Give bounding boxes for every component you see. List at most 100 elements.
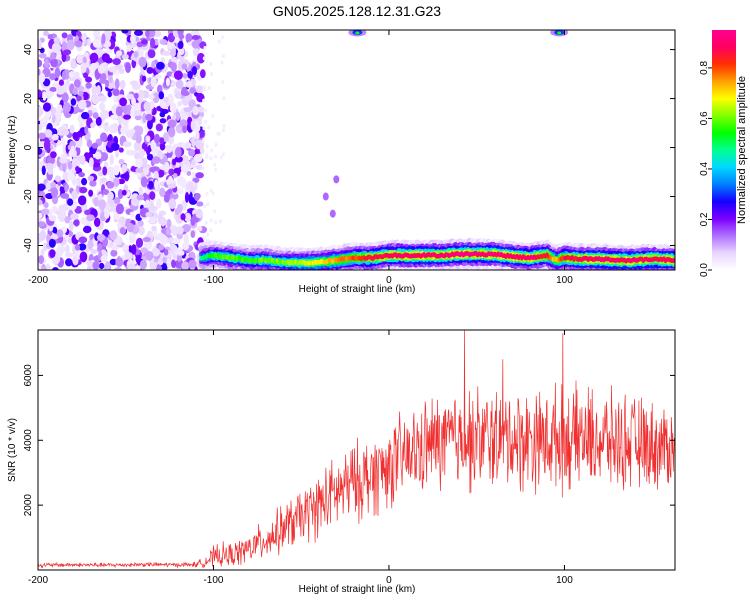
heatmap-noise-cell [203, 46, 207, 51]
snr-x-ticks: -200 -100 0 100 [28, 330, 573, 586]
heatmap-noise-cell [152, 146, 160, 154]
heatmap-noise-cell [135, 134, 142, 144]
colorbar: 0.00.20.40.60.8 Normalized spectral ampl… [699, 30, 748, 277]
heatmap-noise-cell [56, 86, 65, 95]
colorbar-tick-label: 0.6 [699, 111, 710, 125]
heatmap-noise-cell [131, 244, 137, 255]
heatmap-noise-cell [38, 53, 47, 59]
heatmap-noise-cell [73, 71, 80, 79]
heatmap-noise-cell [122, 141, 132, 148]
heatmap-noise-cell [48, 226, 54, 232]
heatmap-noise-cell [53, 37, 61, 44]
heatmap-noise-cell [115, 203, 124, 215]
heatmap-noise-cell [52, 267, 59, 270]
heatmap-ridge-cell [304, 269, 307, 270]
heatmap-noise-cell [117, 178, 126, 185]
heatmap-x-ticks: -200 -100 0 100 [28, 30, 573, 286]
heatmap-noise-cell [51, 114, 57, 123]
heatmap-noise-cell [184, 141, 192, 149]
heatmap-noise-cell [148, 216, 156, 224]
heatmap-noise-cell [191, 79, 196, 86]
colorbar-tick-label: 0.0 [699, 263, 710, 277]
heatmap-noise-cell [221, 80, 225, 85]
heatmap-noise-cell [122, 53, 129, 60]
heatmap-noise-cell [65, 258, 73, 267]
heatmap-ridge-cell [301, 270, 307, 278]
heatmap-noise-cell [168, 135, 174, 145]
heatmap-noise-cell [198, 106, 205, 113]
heatmap-noise-cell [159, 217, 168, 226]
heatmap-noise-cell [78, 90, 84, 97]
heatmap-noise-cell [60, 129, 70, 136]
heatmap-noise-cell [149, 191, 156, 200]
heatmap-noise-cell [79, 251, 88, 263]
heatmap-noise-cell [114, 78, 120, 90]
heatmap-cells [38, 30, 675, 279]
heatmap-noise-cell [203, 203, 207, 208]
heatmap-noise-cell [88, 189, 94, 197]
heatmap-noise-cell [55, 209, 60, 216]
heatmap-noise-cell [125, 149, 135, 156]
heatmap-noise-cell [217, 39, 221, 44]
heatmap-noise-cell [52, 226, 58, 234]
heatmap-noise-cell [167, 183, 177, 189]
heatmap-noise-cell [55, 117, 60, 125]
heatmap-noise-cell [184, 212, 192, 223]
heatmap-stray-point [329, 209, 336, 218]
heatmap-noise-cell [191, 159, 196, 166]
snr-y-axis-label: SNR (10 * v/v) [7, 418, 18, 482]
heatmap-noise-cell [100, 109, 109, 120]
heatmap-ridge-cell [305, 270, 311, 278]
heatmap-noise-cell [133, 109, 142, 117]
heatmap-noise-cell [121, 163, 128, 173]
heatmap-noise-cell [44, 129, 53, 138]
heatmap-noise-cell [192, 177, 200, 183]
heatmap-noise-cell [50, 181, 57, 189]
colorbar-tick-label: 0.8 [699, 61, 710, 75]
heatmap-noise-cell [205, 191, 209, 196]
heatmap-noise-cell [166, 257, 172, 269]
heatmap-ridge-cell [286, 269, 290, 270]
heatmap-noise-cell [55, 109, 62, 120]
heatmap-noise-cell [150, 76, 157, 88]
heatmap-noise-cell [90, 248, 98, 255]
heatmap-noise-cell [207, 85, 211, 90]
heatmap-noise-cell [196, 52, 205, 64]
heatmap-noise-cell [159, 38, 168, 45]
heatmap-noise-cell [61, 37, 68, 43]
heatmap-noise-cell [163, 96, 169, 103]
heatmap-noise-cell [38, 199, 43, 206]
heatmap-noise-cell [86, 214, 95, 222]
heatmap-noise-cell [135, 167, 144, 173]
heatmap-noise-cell [38, 132, 46, 140]
heatmap-noise-cell [135, 237, 144, 248]
heatmap-noise-cell [170, 48, 176, 58]
heatmap-noise-cell [75, 30, 82, 37]
heatmap-noise-cell [70, 98, 77, 106]
heatmap-noise-cell [187, 70, 193, 79]
heatmap-ridge-cell [286, 270, 292, 278]
heatmap-noise-cell [151, 225, 157, 232]
heatmap-ridge-cell [313, 269, 317, 270]
snr-frame [37, 329, 676, 571]
heatmap-noise-cell [149, 205, 158, 212]
heatmap-noise-cell [157, 232, 165, 238]
heatmap-ridge-cell [293, 270, 299, 278]
heatmap-noise-cell [40, 266, 47, 270]
heatmap-noise-cell [135, 157, 143, 168]
heatmap-noise-cell [115, 257, 124, 268]
heatmap-noise-cell [113, 177, 120, 187]
heatmap-noise-cell [39, 229, 47, 241]
heatmap-noise-cell [176, 203, 183, 214]
heatmap-noise-cell [68, 70, 75, 78]
heatmap-noise-cell [100, 132, 108, 142]
heatmap-noise-cell [101, 53, 110, 63]
heatmap-ridge-cell [307, 271, 313, 279]
heatmap-noise-cell [76, 95, 82, 102]
heatmap-noise-cell [85, 82, 92, 89]
heatmap-noise-cell [222, 123, 226, 128]
heatmap-noise-cell [180, 213, 186, 221]
heatmap-noise-cell [138, 56, 147, 68]
